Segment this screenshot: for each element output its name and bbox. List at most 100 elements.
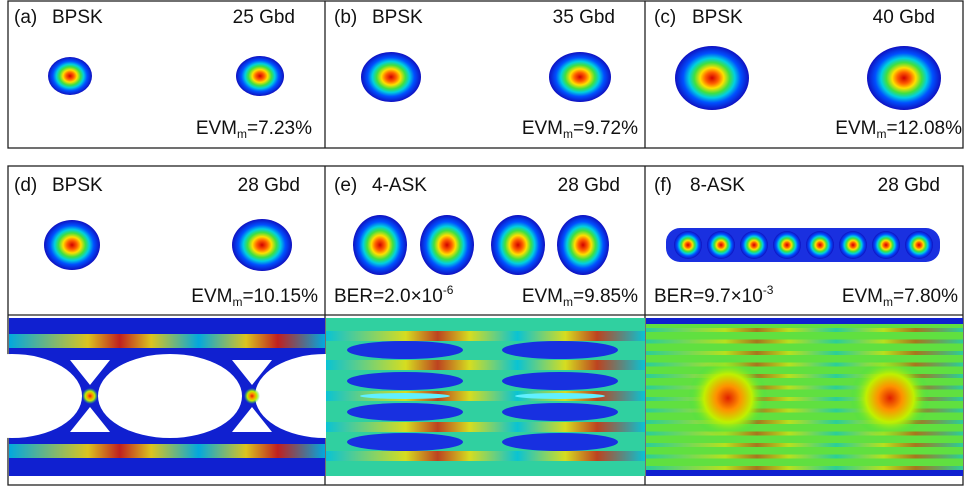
ber-sup: -3 [763, 283, 774, 297]
eye-opening [347, 341, 463, 359]
eye-rail [646, 385, 963, 390]
eye-diagrams [0, 318, 963, 476]
evm: EVMm=7.23% [196, 118, 312, 141]
rate: 35 Gbd [553, 7, 615, 28]
ber-base: BER=2.0×10 [334, 286, 443, 307]
format: 8-ASK [690, 175, 745, 196]
eye-rail [646, 454, 963, 459]
eye-rail [646, 351, 963, 355]
eye-opening [502, 372, 618, 390]
constellations [44, 46, 941, 275]
eye-rail [9, 444, 325, 458]
symbol-cluster [707, 231, 735, 259]
evm-value: =12.08% [886, 118, 962, 139]
symbol-cluster [557, 215, 609, 275]
panel-label: (f) [654, 175, 672, 196]
eye-crossing [688, 358, 768, 438]
evm-value: =9.85% [573, 286, 638, 307]
evm-base: EVM [835, 118, 876, 139]
evm-sub: m [563, 127, 573, 141]
eye-opening [502, 341, 618, 359]
eye-crossing [244, 388, 260, 404]
ber: BER=9.7×10-3 [654, 283, 774, 307]
format: 4-ASK [372, 175, 427, 196]
eye-rail [326, 451, 645, 461]
format: BPSK [372, 7, 423, 28]
eye-opening [98, 354, 242, 438]
symbol-cluster [872, 231, 900, 259]
eye-opening [347, 403, 463, 421]
eye-opening [0, 354, 82, 438]
symbol-cluster [867, 46, 941, 110]
symbol-cluster [839, 231, 867, 259]
eye-rail [646, 328, 963, 332]
evm: EVMm=7.80% [842, 286, 958, 309]
eye-rail [326, 422, 645, 432]
symbol-cluster [491, 215, 545, 275]
eye-opening [360, 393, 450, 399]
eye-rail [646, 362, 963, 367]
evm: EVMm=12.08% [835, 118, 962, 141]
format: BPSK [52, 7, 103, 28]
evm-value: =7.80% [893, 286, 958, 307]
eye-rail [646, 397, 963, 401]
eye-rail [646, 339, 963, 344]
format: BPSK [52, 175, 103, 196]
eye-rail [9, 334, 325, 348]
panel-label: (b) [334, 7, 357, 28]
evm-sub: m [563, 295, 573, 309]
ber: BER=2.0×10-6 [334, 283, 454, 307]
evm: EVMm=9.72% [522, 118, 638, 141]
rate: 25 Gbd [233, 7, 295, 28]
evm-base: EVM [196, 118, 237, 139]
rate: 28 Gbd [558, 175, 620, 196]
ber-sup: -6 [443, 283, 454, 297]
panel-label: (c) [654, 7, 676, 28]
ber-base: BER=9.7×10 [654, 286, 763, 307]
rate: 28 Gbd [238, 175, 300, 196]
evm-base: EVM [191, 286, 232, 307]
symbol-cluster [44, 220, 100, 270]
evm-sub: m [876, 127, 886, 141]
eye-rail [646, 420, 963, 424]
eye-edge [646, 470, 963, 476]
symbol-cluster [361, 52, 421, 102]
symbol-cluster [740, 231, 768, 259]
panel-label: (e) [334, 175, 357, 196]
eye-4ask [326, 331, 645, 461]
eye-opening [502, 403, 618, 421]
evm-base: EVM [842, 286, 883, 307]
symbol-cluster [353, 215, 407, 275]
evm-sub: m [237, 127, 247, 141]
symbol-cluster [674, 231, 702, 259]
evm-value: =9.72% [573, 118, 638, 139]
format: BPSK [692, 7, 743, 28]
eye-edge [646, 318, 963, 324]
eye-rail [326, 331, 645, 341]
symbol-band [666, 228, 940, 262]
frame-top [7, 0, 964, 149]
symbol-cluster [236, 56, 284, 96]
eye-opening [347, 433, 463, 451]
rate: 28 Gbd [878, 175, 940, 196]
evm-value: =7.23% [247, 118, 312, 139]
eye-rail [646, 374, 963, 378]
eye-crossing [850, 358, 930, 438]
evm: EVMm=9.85% [522, 286, 638, 309]
symbol-cluster [675, 46, 749, 110]
eye-opening [515, 393, 605, 399]
symbol-cluster [549, 52, 611, 102]
eye-rail [326, 360, 645, 370]
evm-base: EVM [522, 118, 563, 139]
symbol-cluster [806, 231, 834, 259]
ask8-clusters [674, 231, 933, 259]
rate: 40 Gbd [873, 7, 935, 28]
symbol-cluster [48, 57, 92, 95]
eye-gap [70, 360, 272, 432]
eye-rail [646, 408, 963, 413]
evm-sub: m [883, 295, 893, 309]
eye-8ask [646, 318, 963, 476]
eye-crossing [82, 388, 98, 404]
panel-label: (d) [14, 175, 37, 196]
eye-opening [502, 433, 618, 451]
